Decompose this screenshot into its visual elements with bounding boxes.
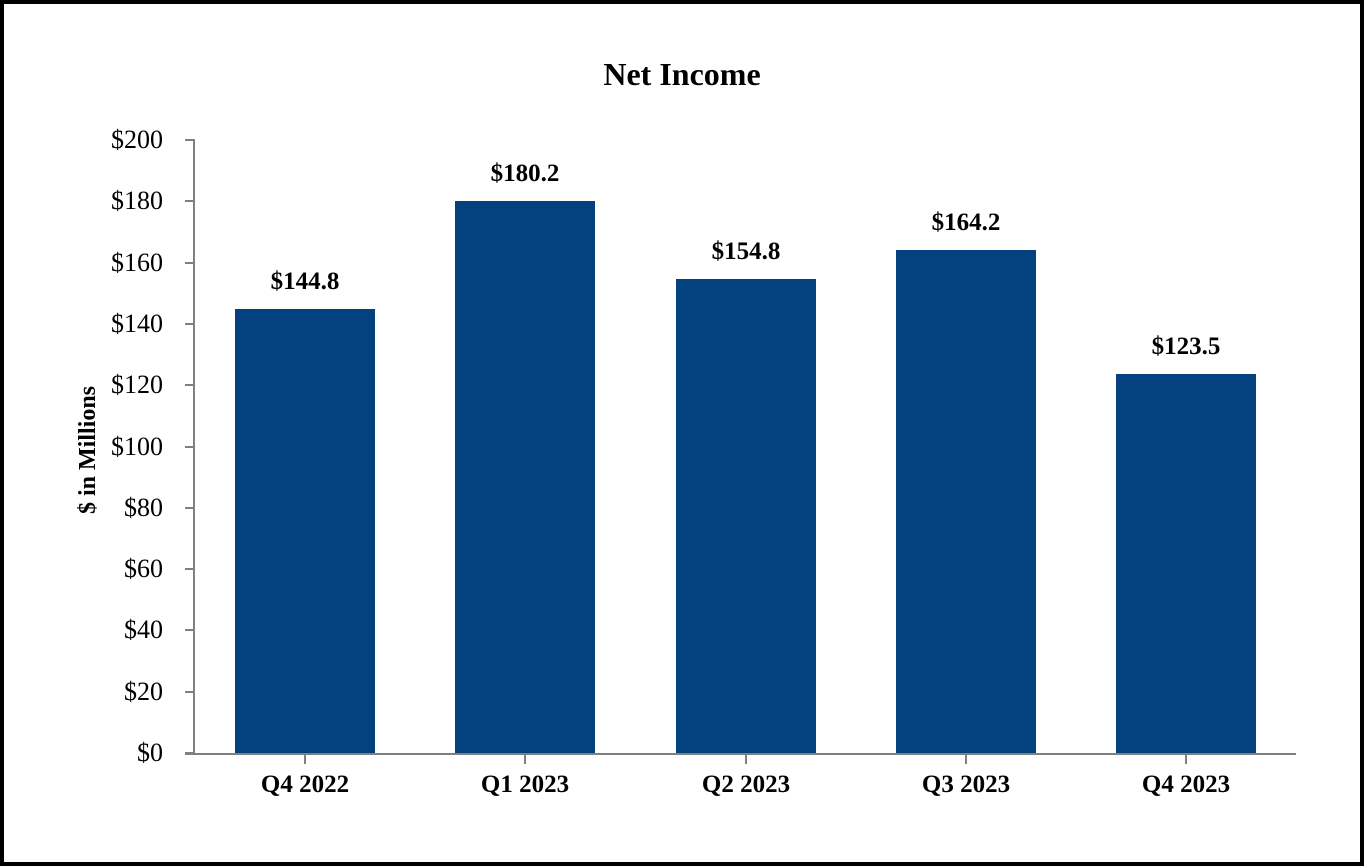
x-tick-label: Q1 2023 — [480, 771, 570, 798]
bar — [676, 279, 816, 753]
y-tick-label: $140 — [111, 308, 163, 338]
x-tick-label: Q4 2023 — [1141, 771, 1231, 798]
y-tick-label: $0 — [137, 738, 163, 767]
y-tick-label: $120 — [111, 370, 163, 400]
y-tick-label: $100 — [111, 431, 163, 461]
y-tick-mark — [185, 322, 195, 325]
x-tick-mark — [745, 755, 747, 764]
y-tick-label: $80 — [124, 492, 163, 522]
bar-value-label: $164.2 — [931, 209, 1001, 236]
bar — [1116, 374, 1256, 753]
x-tick-mark — [524, 755, 526, 764]
y-tick-label: $40 — [124, 615, 163, 645]
y-tick-mark — [185, 506, 195, 509]
y-tick-mark — [185, 384, 195, 387]
chart-title: Net Income — [603, 56, 761, 92]
y-tick-mark — [185, 261, 195, 264]
x-tick-label: Q2 2023 — [701, 771, 791, 798]
bar — [235, 309, 375, 753]
y-tick-label: $180 — [111, 186, 163, 216]
bar-value-label: $154.8 — [711, 238, 781, 265]
x-tick-mark — [304, 755, 306, 764]
x-tick-mark — [965, 755, 967, 764]
plot-area: $0 $20 $40 $60 $80 $100 $120 $140 $160 $180 $200 $1… — [4, 4, 1360, 862]
y-tick-mark — [185, 568, 195, 571]
bar-value-label: $144.8 — [270, 268, 340, 295]
y-tick-mark — [185, 139, 195, 141]
x-tick-label: Q3 2023 — [921, 771, 1011, 798]
bar-value-label: $123.5 — [1151, 333, 1221, 360]
y-tick-mark — [185, 629, 195, 632]
bar-value-label: $180.2 — [490, 160, 560, 187]
y-tick-mark — [185, 690, 195, 693]
y-tick-label: $160 — [111, 247, 163, 277]
x-tick-mark — [1185, 755, 1187, 764]
x-axis-line — [185, 753, 1296, 755]
y-tick-label: $60 — [124, 554, 163, 584]
y-tick-mark — [185, 200, 195, 203]
y-tick-mark — [185, 445, 195, 448]
y-tick-label: $20 — [124, 676, 163, 706]
y-tick-mark — [185, 752, 195, 754]
bar — [896, 250, 1036, 753]
x-tick-label: Q4 2022 — [260, 771, 350, 798]
y-tick-label: $200 — [111, 125, 163, 154]
bar — [455, 201, 595, 753]
